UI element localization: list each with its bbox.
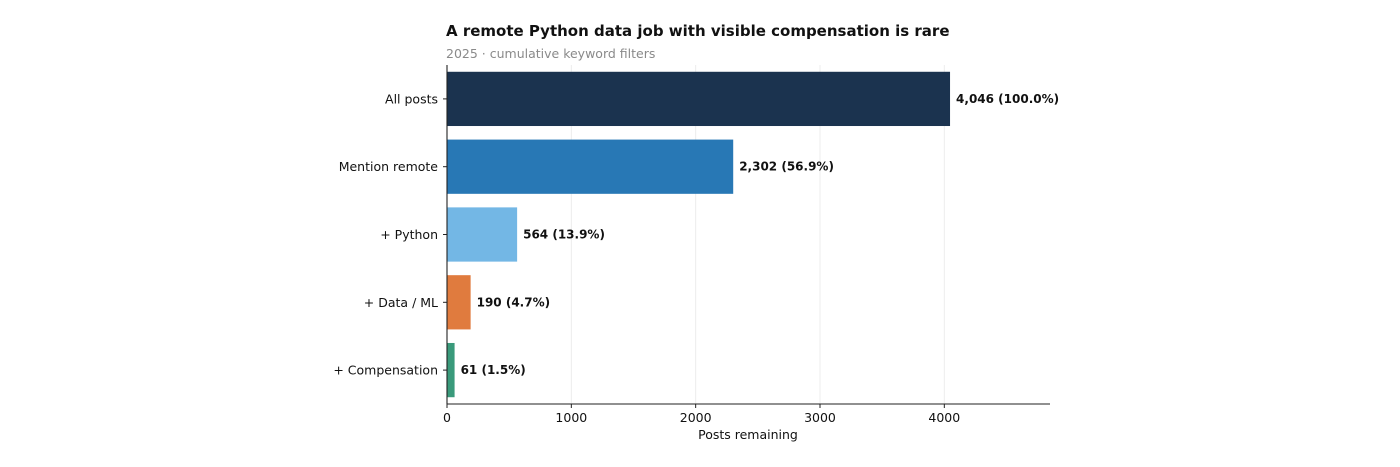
data-label: 61 (1.5%) [461,363,526,377]
x-tick-label: 4000 [928,410,960,425]
bar [447,207,518,262]
category-label: + Compensation [333,363,438,378]
bar [447,139,734,194]
x-tick-label: 3000 [804,410,836,425]
chart-title: A remote Python data job with visible co… [446,22,950,40]
x-tick-label: 0 [443,410,451,425]
axes [443,65,1050,408]
bar [447,275,471,330]
data-label: 4,046 (100.0%) [956,92,1059,106]
chart-subtitle: 2025 · cumulative keyword filters [446,46,655,61]
category-label: + Python [380,227,438,242]
bar [447,342,455,398]
category-label: Mention remote [339,159,439,174]
category-label: + Data / ML [364,295,438,310]
category-label: All posts [385,91,438,106]
data-label: 190 (4.7%) [477,295,550,309]
x-tick-label: 2000 [680,410,712,425]
bar [447,71,951,127]
data-label: 564 (13.9%) [523,228,605,242]
x-tick-label: 1000 [555,410,587,425]
data-label: 2,302 (56.9%) [739,160,834,174]
labels: 4,046 (100.0%) All posts 2,302 (56.9%) Ment… [333,91,1059,425]
x-axis-title: Posts remaining [698,427,798,442]
bars [447,71,951,398]
